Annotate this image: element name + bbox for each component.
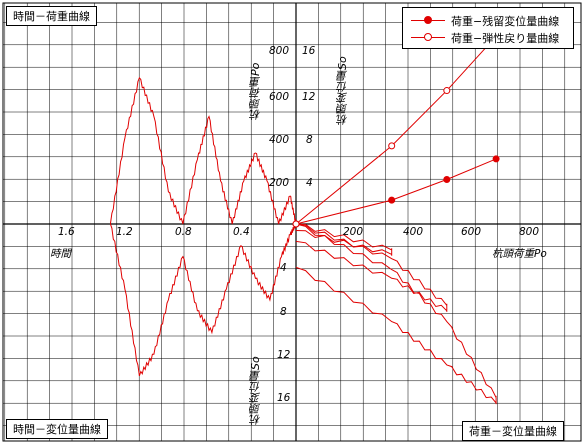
tick-disp-16: 16 bbox=[302, 45, 316, 57]
y-axis-displacement-up-label: 杭頭変位量So bbox=[336, 56, 349, 125]
tick-load-400: 400 bbox=[269, 134, 290, 146]
elastic-point-0 bbox=[292, 220, 300, 228]
tick-load-right-400: 400 bbox=[403, 226, 424, 238]
y-axis-displacement-down-label: 杭頭変位量So bbox=[249, 356, 262, 425]
legend-elastic-label: 荷重−弾性戻り量曲線 bbox=[451, 32, 560, 45]
open-dot-icon bbox=[424, 33, 432, 41]
elastic-point-1 bbox=[388, 142, 396, 150]
tick-time-0-4: 0.4 bbox=[233, 226, 250, 238]
tick-disp-down-4: 4 bbox=[280, 262, 287, 274]
time-load-title: 時間－荷重曲線 bbox=[6, 6, 97, 26]
tick-disp-down-12: 12 bbox=[277, 349, 291, 361]
tick-load-right-800: 800 bbox=[519, 226, 540, 238]
residual-curve bbox=[295, 158, 497, 225]
residual-point-2 bbox=[443, 176, 451, 184]
x-axis-load-label: 杭頭荷重Po bbox=[492, 248, 547, 260]
load-displacement-loop-2 bbox=[295, 223, 448, 313]
load-displacement-loop-3 bbox=[295, 223, 497, 405]
tick-disp-12: 12 bbox=[302, 91, 316, 103]
tick-disp-8: 8 bbox=[306, 134, 313, 146]
tick-load-600: 600 bbox=[269, 91, 290, 103]
elastic-curve bbox=[295, 35, 497, 225]
x-axis-time-label: 時間 bbox=[50, 248, 71, 260]
load-displacement-title: 荷重－変位量曲線 bbox=[462, 421, 564, 441]
time-displacement-curve bbox=[109, 221, 297, 377]
time-displacement-title: 時間－変位量曲線 bbox=[6, 419, 108, 439]
load-displacement-loop-1 bbox=[295, 223, 393, 256]
tick-load-right-200: 200 bbox=[343, 226, 364, 238]
tick-load-right-600: 600 bbox=[461, 226, 482, 238]
elastic-point-2 bbox=[443, 87, 451, 95]
y-axis-load-label: 杭頭荷重Po bbox=[249, 62, 262, 120]
residual-point-1 bbox=[388, 196, 396, 204]
tick-load-800: 800 bbox=[269, 45, 290, 57]
tick-load-200: 200 bbox=[269, 177, 290, 189]
tick-time-1-6: 1.6 bbox=[58, 226, 75, 238]
residual-point-3 bbox=[492, 155, 500, 163]
filled-dot-icon bbox=[424, 16, 432, 24]
legend-residual-label: 荷重−残留変位量曲線 bbox=[451, 15, 560, 28]
legend-item-residual: 荷重−残留変位量曲線 bbox=[403, 12, 573, 28]
legend: 荷重−残留変位量曲線 荷重−弾性戻り量曲線 bbox=[402, 7, 574, 49]
legend-item-elastic: 荷重−弾性戻り量曲線 bbox=[403, 29, 573, 45]
tick-disp-down-16: 16 bbox=[277, 392, 291, 404]
time-load-curve bbox=[109, 76, 297, 225]
tick-disp-4: 4 bbox=[306, 177, 313, 189]
tick-time-0-8: 0.8 bbox=[175, 226, 192, 238]
tick-time-1-2: 1.2 bbox=[116, 226, 133, 238]
tick-disp-down-8: 8 bbox=[280, 306, 287, 318]
